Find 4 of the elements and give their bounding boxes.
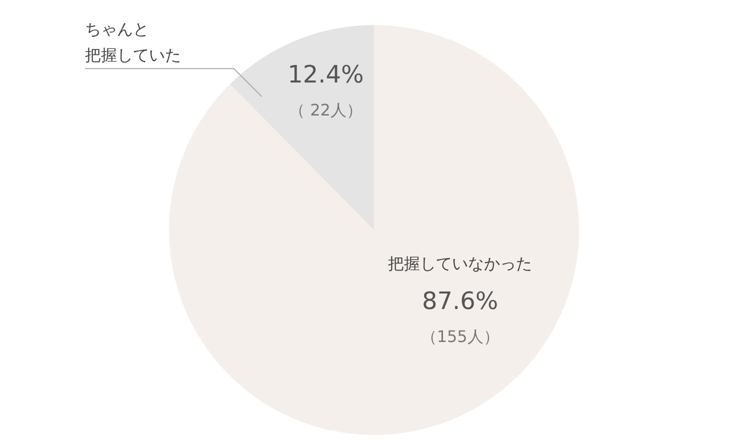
- data-label: 12.4% （ 22人）: [288, 60, 364, 120]
- data-label: 87.6% （155人）: [420, 286, 500, 346]
- slice-label: ちゃんと把握していた: [85, 20, 181, 65]
- slice-label: 把握していなかった: [388, 254, 532, 273]
